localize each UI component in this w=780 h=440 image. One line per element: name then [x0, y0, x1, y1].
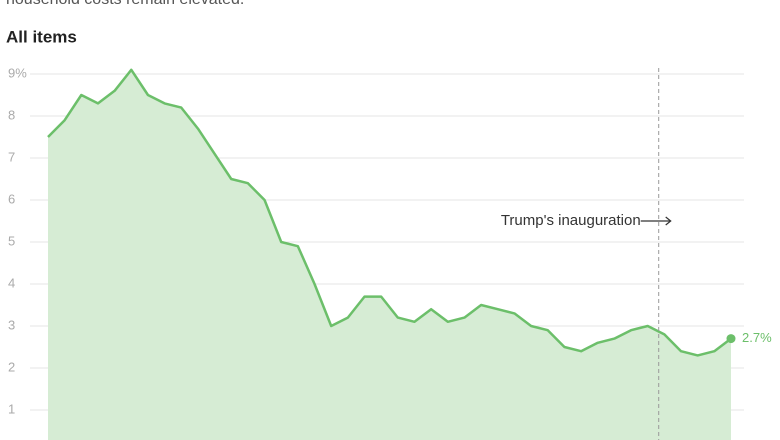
area	[48, 69, 731, 440]
end-dot	[726, 334, 736, 344]
chart-subtitle: household costs remain elevated.	[6, 0, 244, 8]
value-label: 2.7%	[742, 330, 772, 345]
y-tick-label: 2	[8, 359, 15, 374]
chart-title: All items	[6, 27, 77, 46]
y-tick-label: 5	[8, 233, 15, 248]
y-tick-label: 9%	[8, 65, 27, 80]
y-tick-label: 6	[8, 191, 15, 206]
y-tick-label: 3	[8, 317, 15, 332]
y-tick-label: 7	[8, 149, 15, 164]
annotation-arrow	[640, 216, 672, 226]
annotation-text: Trump's inauguration	[501, 212, 641, 229]
line	[47, 68, 732, 357]
y-tick-label: 4	[8, 275, 15, 290]
y-tick-label: 8	[8, 107, 15, 122]
y-tick-label: 1	[8, 401, 15, 416]
